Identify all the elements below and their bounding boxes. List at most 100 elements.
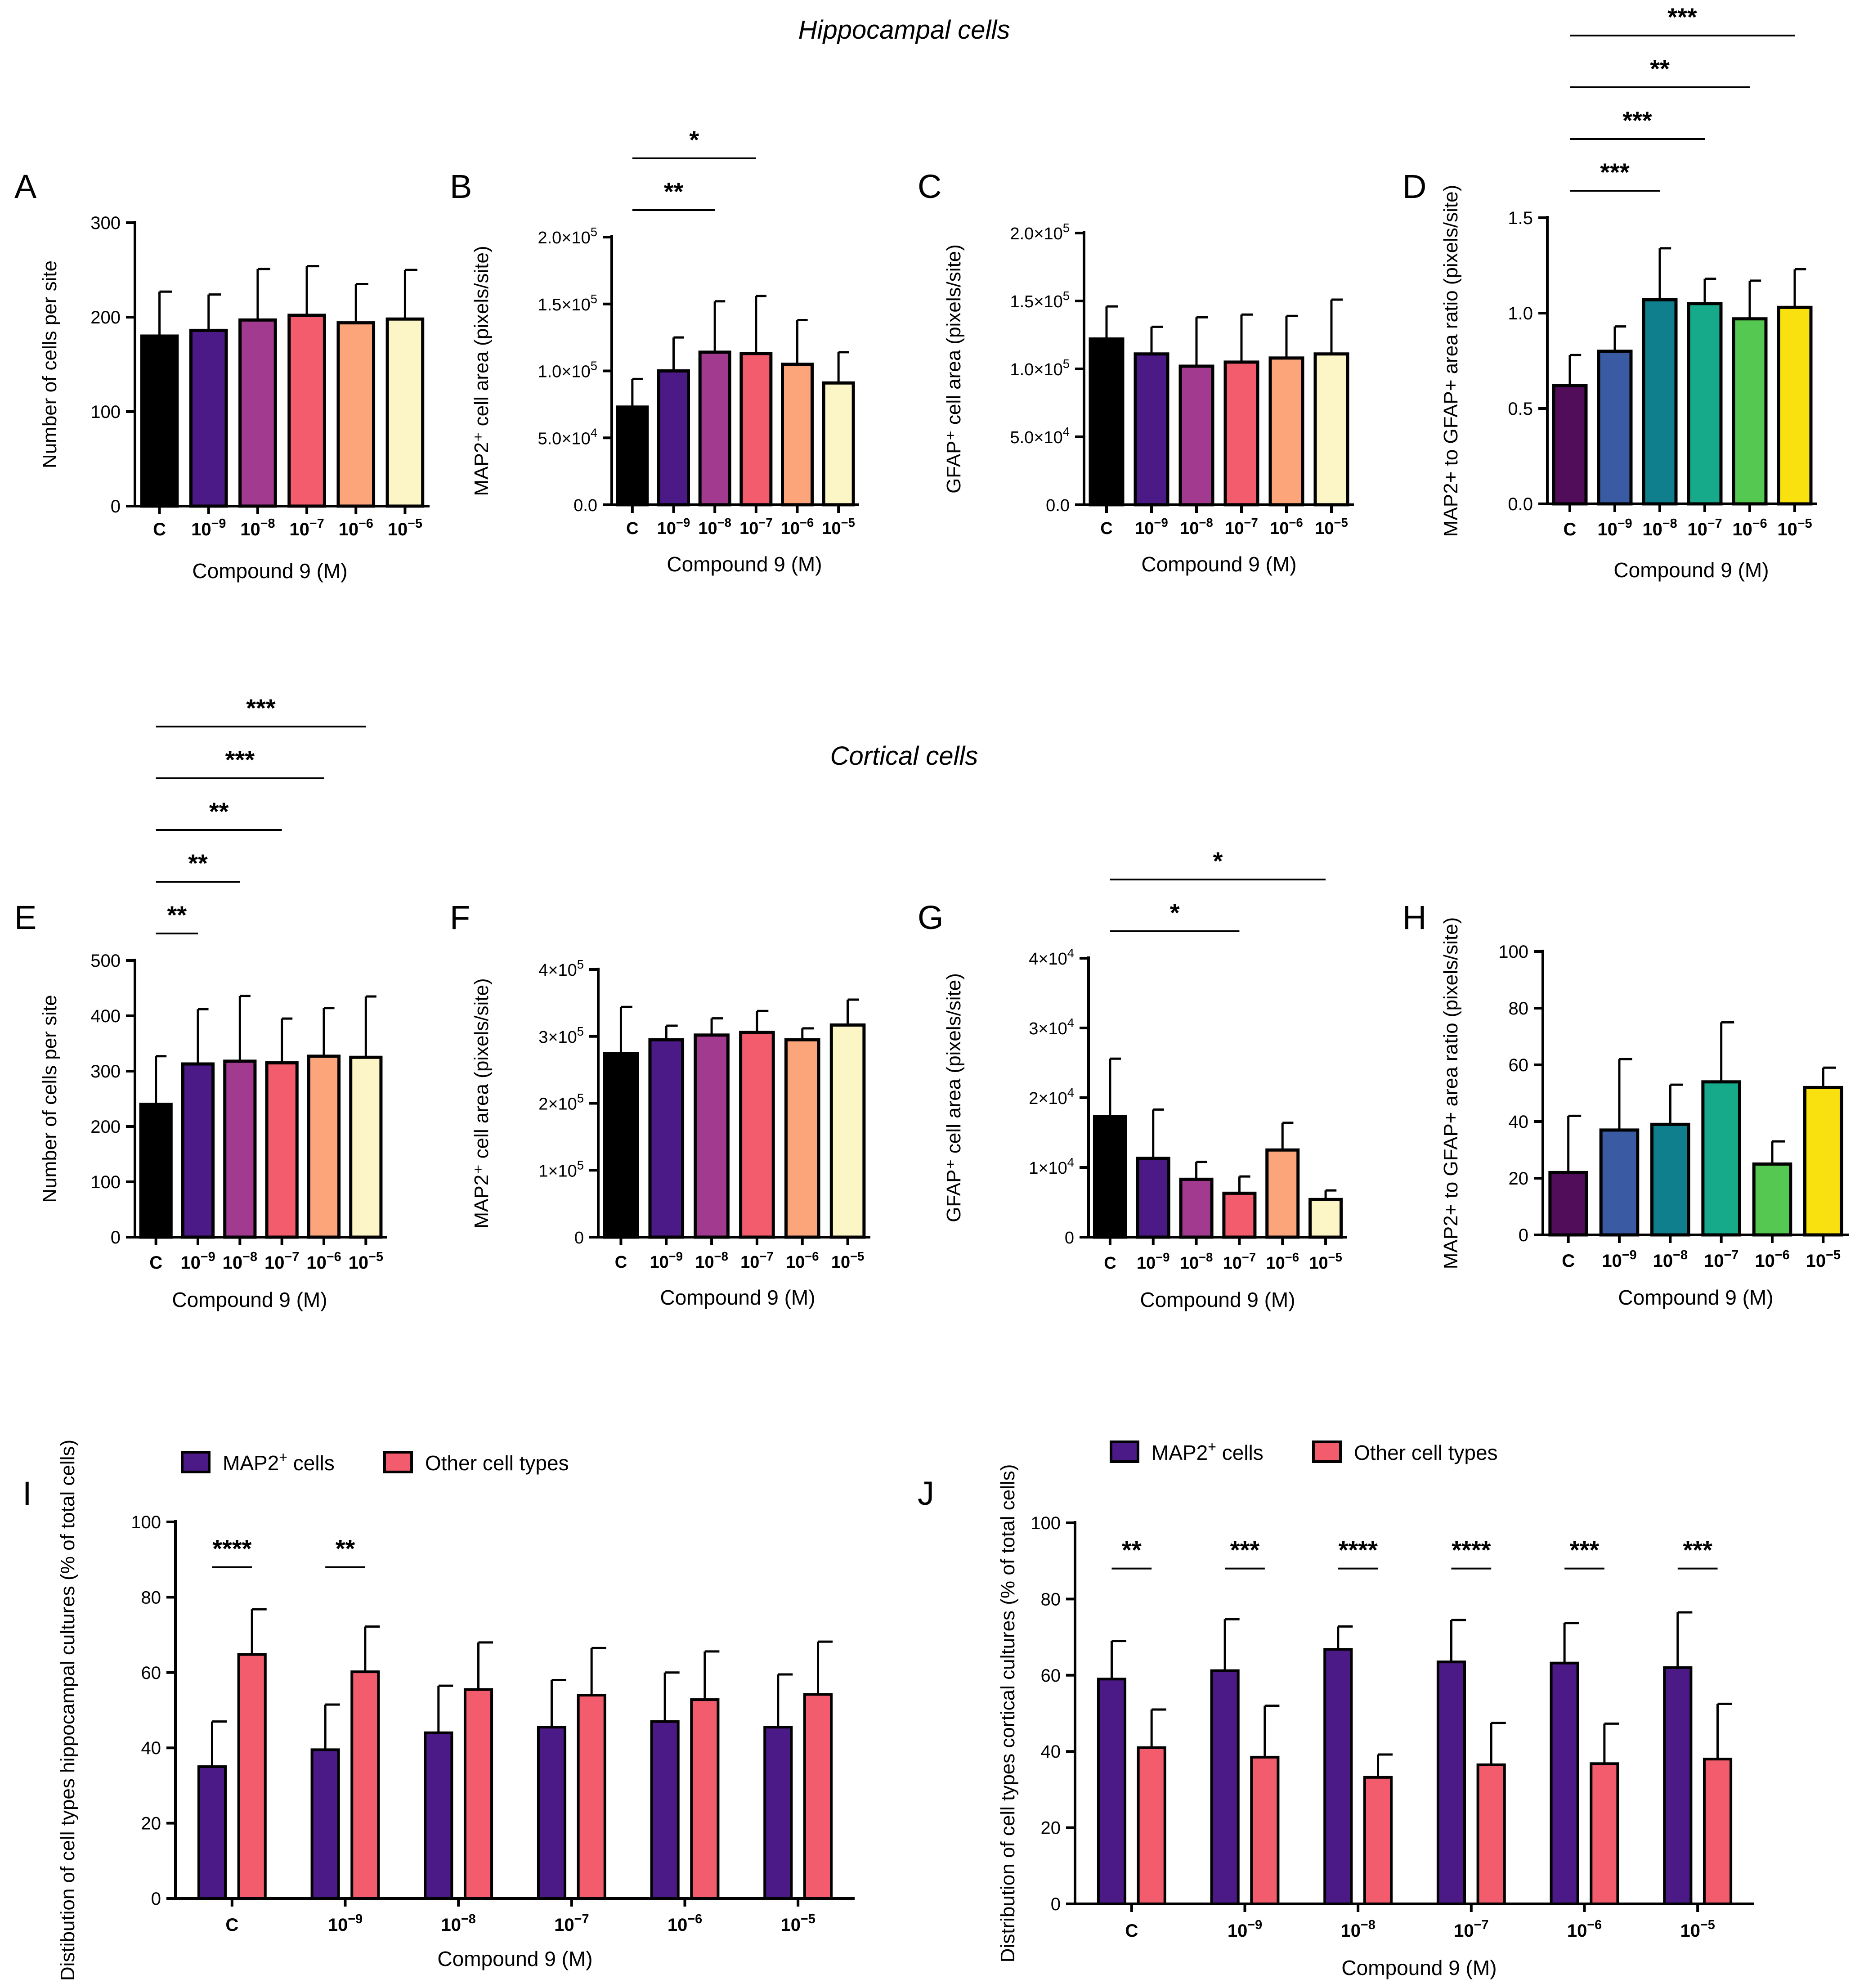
y-tick-label: 0.5 xyxy=(1508,399,1533,419)
x-tick-label: C xyxy=(1564,520,1577,539)
bar xyxy=(739,1031,775,1239)
y-tick-label: 0 xyxy=(111,497,121,516)
x-tick-label: C xyxy=(1100,519,1112,538)
y-tick-label: 200 xyxy=(90,1117,121,1137)
x-tick-label: 10−6 xyxy=(781,516,814,538)
bar xyxy=(463,1688,493,1900)
panel-h: H 0 20 40 60 80 100 MAP2+ to GFAP+ area ratio (… xyxy=(1402,899,1849,1309)
y-tick-label: 0.0 xyxy=(1046,496,1070,515)
y-tick-label: 60 xyxy=(141,1663,161,1683)
bar xyxy=(648,1038,685,1239)
bar xyxy=(1268,356,1304,507)
y-tick-label: 1.5×105 xyxy=(1010,289,1070,311)
y-tick-label: 20 xyxy=(1041,1818,1061,1838)
x-tick-label: 10−7 xyxy=(264,1250,299,1273)
x-tick-label: 10−6 xyxy=(1732,516,1767,539)
panel-letter: G xyxy=(918,899,944,936)
y-tick-label: 40 xyxy=(1509,1112,1529,1132)
y-tick-label: 3×105 xyxy=(538,1024,584,1047)
x-tick-label: C xyxy=(153,520,166,539)
significance-label: * xyxy=(1213,847,1223,875)
bar xyxy=(537,1726,567,1900)
y-tick-label: 40 xyxy=(1041,1742,1061,1762)
y-tick-label: 200 xyxy=(90,308,121,328)
x-axis-title: Compound 9 (M) xyxy=(192,559,347,583)
significance-label: *** xyxy=(1622,106,1652,135)
bar xyxy=(287,314,326,508)
bar xyxy=(336,321,376,508)
y-tick-label: 2×104 xyxy=(1029,1086,1074,1108)
bar xyxy=(1599,1128,1640,1237)
bar xyxy=(1136,1157,1170,1239)
x-tick-label: 10−6 xyxy=(786,1249,819,1272)
x-tick-label: 10−7 xyxy=(1704,1248,1739,1271)
x-tick-label: 10−8 xyxy=(1653,1248,1688,1271)
bar xyxy=(1552,384,1588,506)
panel-letter: I xyxy=(22,1475,32,1512)
y-tick-label: 0.0 xyxy=(1508,494,1533,514)
x-axis-title: Compound 9 (M) xyxy=(1141,552,1296,576)
bar xyxy=(189,328,228,508)
panel-g: G 0 1×104 2×104 3×104 4×104 GFAP⁺ cell area (p… xyxy=(918,847,1347,1311)
bar xyxy=(1097,1678,1127,1906)
bar xyxy=(657,369,690,507)
y-tick-label: 40 xyxy=(141,1738,161,1758)
x-tick-label: C xyxy=(225,1915,238,1935)
significance-label: *** xyxy=(225,745,255,774)
bar xyxy=(1663,1666,1693,1906)
y-tick-label: 4×104 xyxy=(1029,946,1074,969)
x-axis-title: Compound 9 (M) xyxy=(1140,1288,1295,1311)
panel-e: E 0 100 200 300 400 500 Number of cells per sit… xyxy=(14,694,387,1311)
bar xyxy=(829,1023,866,1239)
x-tick-label: 10−8 xyxy=(441,1912,475,1935)
x-axis-title: Compound 9 (M) xyxy=(660,1286,815,1309)
significance-label: *** xyxy=(246,694,276,722)
y-tick-label: 1.0×105 xyxy=(1010,357,1070,379)
x-tick-label: 10−9 xyxy=(1137,1250,1169,1273)
x-tick-label: 10−6 xyxy=(306,1250,341,1273)
bar xyxy=(1223,360,1259,507)
y-tick-label: 1×104 xyxy=(1029,1155,1074,1178)
x-tick-label: 10−9 xyxy=(328,1912,363,1935)
panel-letter: A xyxy=(14,168,37,205)
y-tick-label: 400 xyxy=(90,1006,121,1026)
x-tick-label: 10−5 xyxy=(388,516,422,539)
significance-label: ** xyxy=(167,901,187,929)
y-tick-label: 1.5 xyxy=(1508,208,1533,228)
bar xyxy=(1323,1648,1353,1906)
y-tick-label: 1.0 xyxy=(1508,304,1533,323)
bar xyxy=(223,1059,257,1239)
x-axis-title: Compound 9 (M) xyxy=(172,1288,327,1311)
x-axis-title: Compound 9 (M) xyxy=(1341,1956,1497,1979)
y-tick-label: 2.0×105 xyxy=(1010,221,1070,243)
bar xyxy=(784,1038,820,1239)
y-tick-label: 100 xyxy=(131,1512,161,1532)
y-tick-label: 0 xyxy=(151,1889,161,1909)
significance-label: *** xyxy=(1230,1536,1260,1564)
bar xyxy=(1137,1746,1166,1905)
x-tick-label: C xyxy=(1125,1921,1138,1941)
legend-swatch xyxy=(1110,1441,1139,1463)
y-tick-label: 0 xyxy=(574,1229,584,1248)
significance-label: ** xyxy=(664,177,684,206)
significance-label: ** xyxy=(336,1534,355,1562)
x-axis-title: Compound 9 (M) xyxy=(667,552,822,576)
bar xyxy=(237,1653,267,1900)
bar xyxy=(238,318,277,508)
bar xyxy=(1803,1086,1843,1237)
panel-j: J 0 20 40 60 80 100 Distribution of cell types … xyxy=(918,1439,1754,1979)
panel-a: A 0 100 200 300 Number of cells per site Compo… xyxy=(14,168,430,583)
bar xyxy=(1308,1198,1343,1239)
x-tick-label: 10−7 xyxy=(739,516,772,538)
x-tick-label: 10−8 xyxy=(1180,516,1213,538)
bar xyxy=(1179,1177,1214,1239)
legend-swatch xyxy=(1312,1441,1342,1463)
x-tick-label: 10−7 xyxy=(1223,1250,1256,1273)
x-tick-label: 10−9 xyxy=(191,516,226,539)
y-tick-label: 0 xyxy=(1051,1894,1061,1914)
bar xyxy=(140,334,179,508)
x-tick-label: 10−9 xyxy=(657,516,690,538)
x-tick-label: 10−7 xyxy=(1687,516,1722,539)
